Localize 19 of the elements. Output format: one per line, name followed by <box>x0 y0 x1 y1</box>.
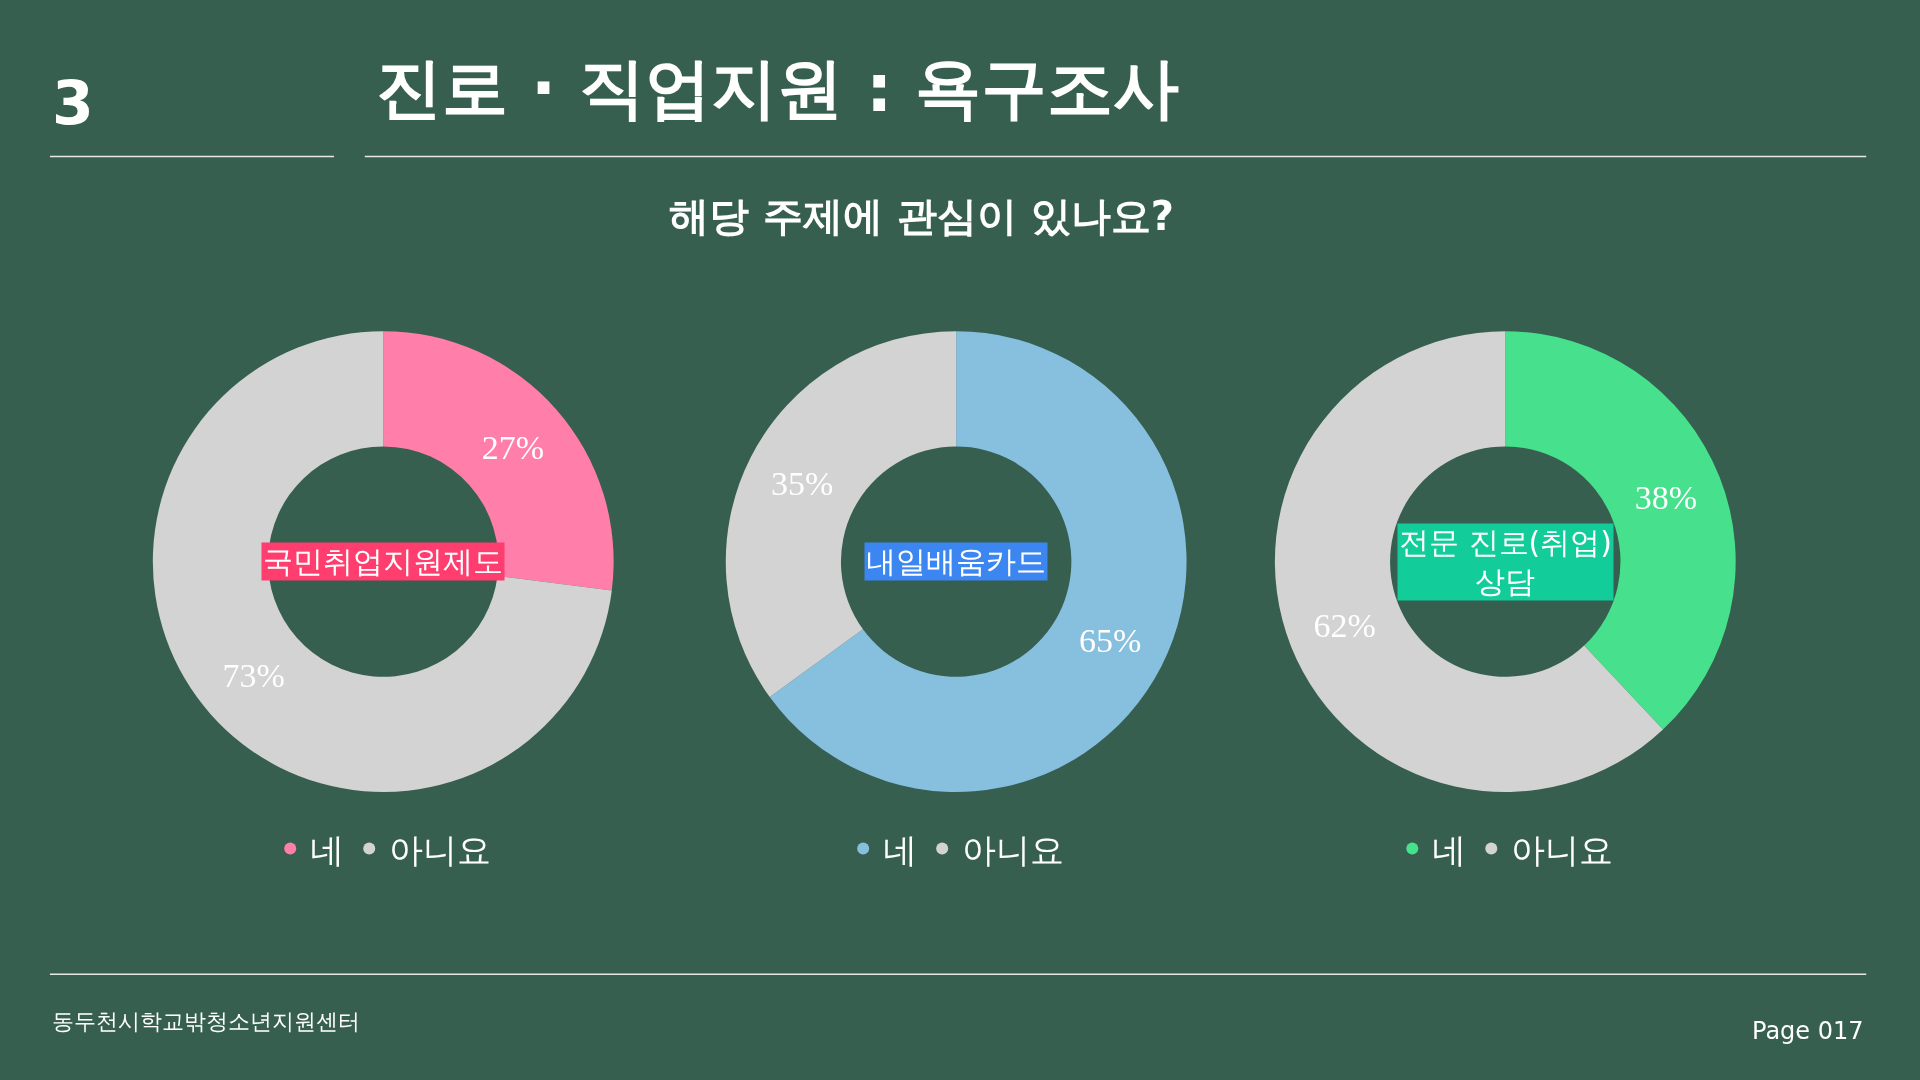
legend-label: 아니요 <box>962 829 1065 870</box>
legend-label: 아니요 <box>1511 829 1614 870</box>
data-label: 38% <box>1634 479 1698 517</box>
legend-label: 아니요 <box>389 829 492 870</box>
data-label: 27% <box>481 428 545 466</box>
text: 진로 · 직업지원 : 욕구조사 <box>376 50 1180 127</box>
legend-label: 네 <box>310 829 345 870</box>
text: 내일배움카드 <box>866 544 1046 579</box>
legend-label: 네 <box>1432 829 1467 870</box>
text: 전문 진로(취업) 상담 <box>1399 525 1612 599</box>
donut-slice <box>769 331 1187 792</box>
donut-slice <box>153 331 612 792</box>
text: Page 017 <box>1752 1017 1864 1045</box>
data-label: 65% <box>1078 621 1142 659</box>
text: 3 <box>52 68 94 138</box>
text: 동두천시학교밖청소년지원센터 <box>52 1009 360 1034</box>
text: 국민취업지원제도 <box>263 544 503 579</box>
legend-label: 네 <box>883 829 918 870</box>
text: 해당 주제에 관심이 있나요? <box>669 193 1174 239</box>
